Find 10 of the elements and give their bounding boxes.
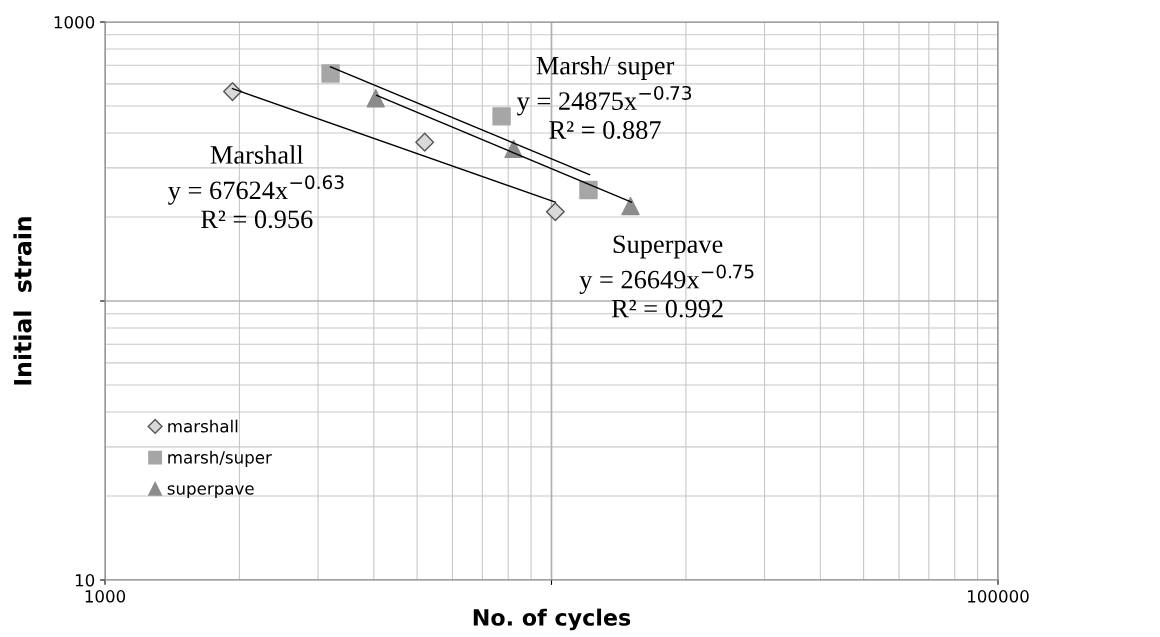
x-axis-title: No. of cycles	[473, 608, 631, 631]
y-tick-label: 10	[75, 573, 95, 587]
x-tick-label: 100000	[968, 590, 1029, 603]
annotation: Superpave y = 26649x$^{−0.75}$ R² = 0.992	[579, 235, 754, 318]
annotation: Marsh/ super y = 24875x$^{−0.73}$ R² = 0.887	[517, 55, 692, 140]
legend-label: superpave	[167, 485, 254, 499]
annotation: Marshall y = 67624x$^{−0.63}$ R² = 0.956	[168, 145, 344, 229]
legend-label: marshall	[168, 419, 238, 433]
y-axis-title: Initial strain	[13, 217, 32, 385]
legend-label: marsh/super	[168, 450, 272, 467]
